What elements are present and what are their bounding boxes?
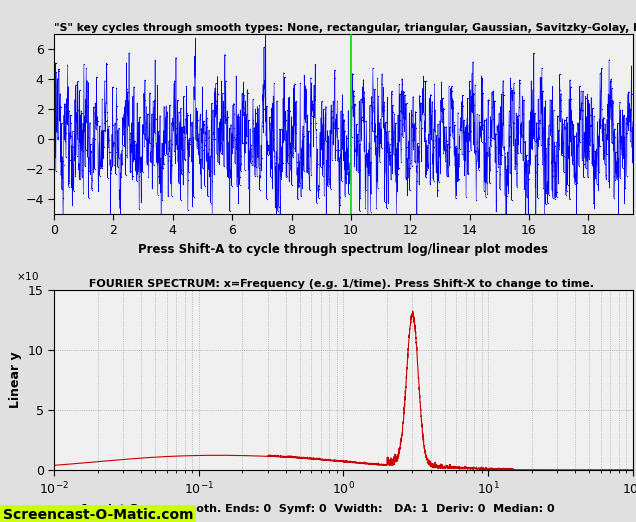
- Text: 1 point Gauss smooth. Ends: 0  Symf: 0  Vwidth:   DA: 1  Deriv: 0  Median: 0: 1 point Gauss smooth. Ends: 0 Symf: 0 Vw…: [81, 504, 555, 514]
- Text: "S" key cycles through smooth types: None, rectangular, triangular, Gaussian, Sa: "S" key cycles through smooth types: Non…: [54, 23, 636, 33]
- Text: Screencast-O-Matic.com: Screencast-O-Matic.com: [3, 508, 194, 522]
- Text: $\times$10: $\times$10: [17, 270, 39, 282]
- X-axis label: Press Shift-A to cycle through spectrum log/linear plot modes: Press Shift-A to cycle through spectrum …: [139, 243, 548, 256]
- Y-axis label: Linear y: Linear y: [9, 351, 22, 408]
- Text: FOURIER SPECTRUM: x=Frequency (e.g. 1/time). Press Shift-X to change to time.: FOURIER SPECTRUM: x=Frequency (e.g. 1/ti…: [54, 279, 594, 289]
